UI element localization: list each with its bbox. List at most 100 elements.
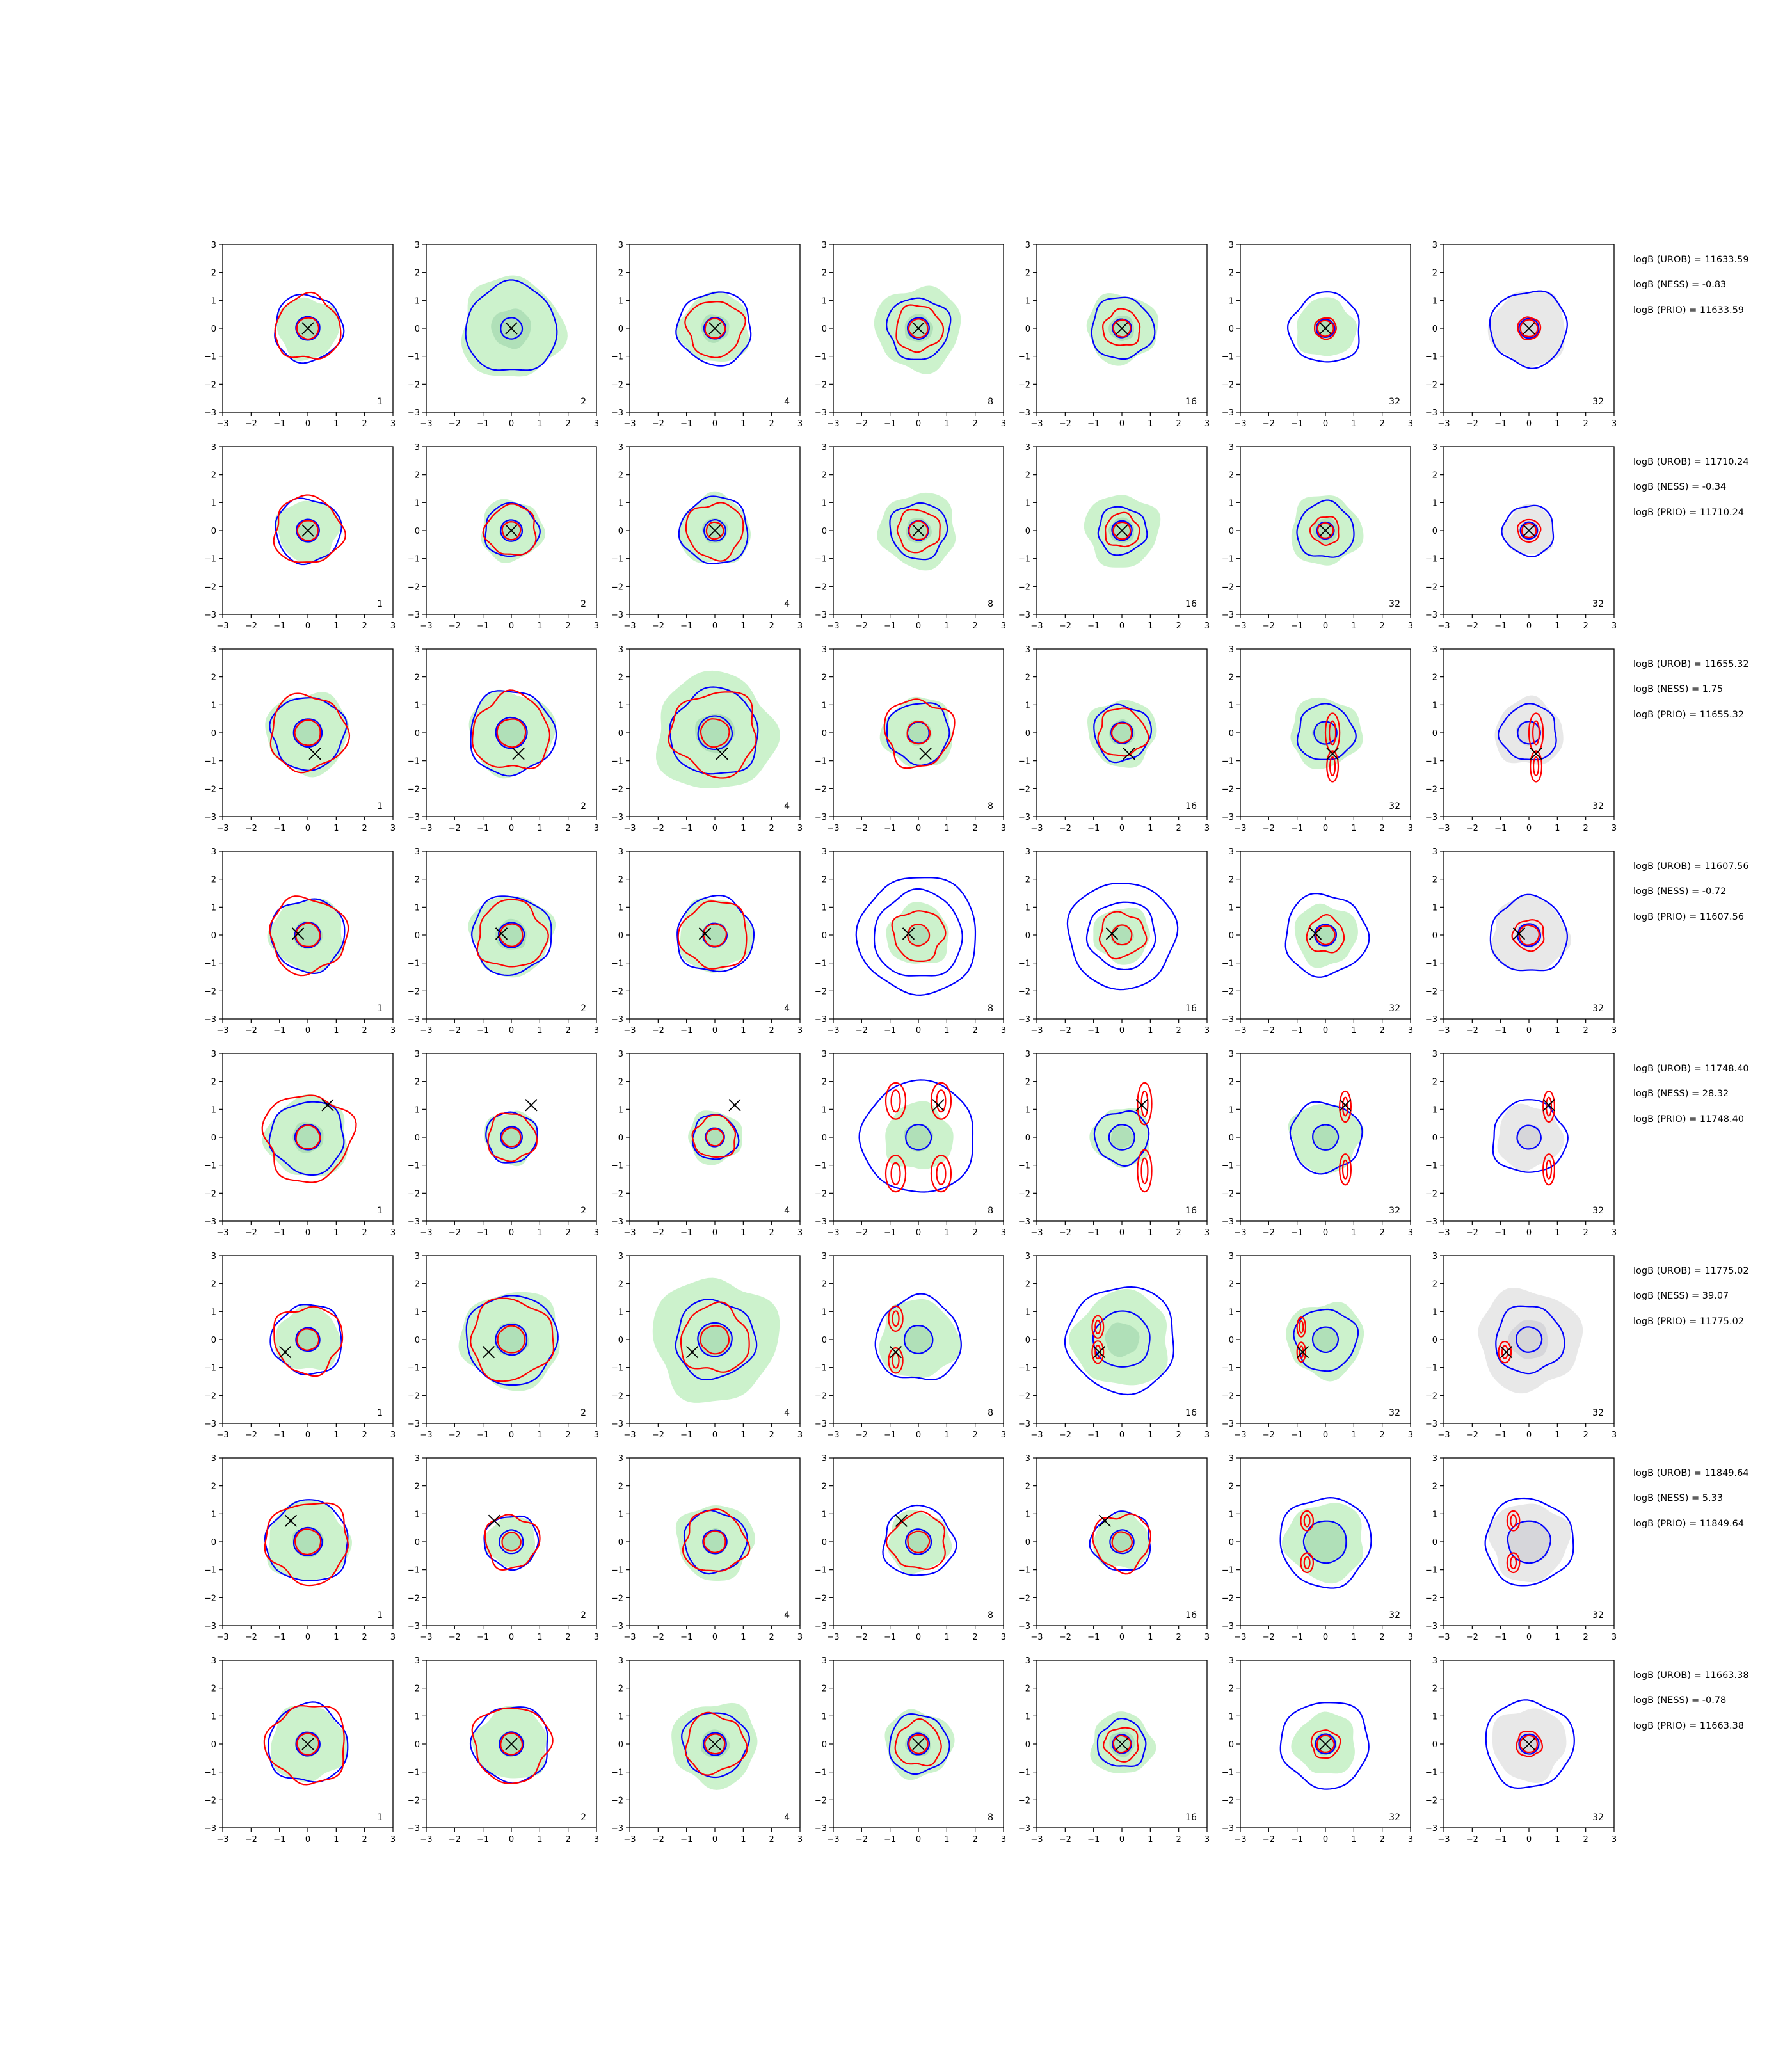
blue-contour (1497, 703, 1557, 761)
y-tick-label: 0 (1025, 1133, 1030, 1143)
panel-r4-c3: −3 −2 −1 0 1 2 3 −3 −2 −1 0 1 2 3 4 (611, 847, 803, 1036)
x-tick-label: −2 (449, 419, 461, 429)
y-tick-label: 1 (415, 499, 420, 508)
panel-count-label: 32 (1592, 1004, 1604, 1014)
y-tick-label: 2 (211, 1482, 216, 1492)
y-tick-label: −1 (408, 1162, 420, 1171)
x-tick-label: −3 (420, 824, 432, 833)
y-tick-label: 1 (1229, 1105, 1234, 1115)
y-tick-label: −3 (408, 1622, 420, 1631)
x-tick-label: −1 (1087, 1228, 1100, 1238)
panel-plot-area (1284, 892, 1370, 978)
x-tick-label: 3 (1612, 1228, 1617, 1238)
y-tick-label: 3 (1025, 443, 1030, 452)
panel-plot-area (273, 494, 346, 566)
x-tick-label: 2 (566, 1633, 571, 1642)
y-tick-label: 2 (1229, 471, 1234, 481)
blue-contour (882, 1504, 957, 1576)
panel-count-label: 1 (377, 599, 383, 609)
x-tick-label: −3 (1030, 419, 1043, 429)
x-tick-label: 0 (916, 621, 921, 631)
panel-plot-area (269, 1304, 344, 1377)
red-mode-contour (1506, 1552, 1521, 1574)
density-fill-inner (1110, 1530, 1134, 1553)
x-tick-label: 3 (1612, 1835, 1617, 1844)
x-tick-label: 3 (1204, 1228, 1210, 1238)
red-mode-contour (1506, 1510, 1521, 1532)
x-tick-label: 1 (333, 1633, 339, 1642)
panel-count-label: 1 (377, 1206, 383, 1216)
blue-contour (874, 1293, 962, 1381)
panel-count-label: 8 (988, 397, 993, 407)
panel-r8-c2: −3 −2 −1 0 1 2 3 −3 −2 −1 0 1 2 3 2 (408, 1656, 599, 1844)
x-tick-label: 2 (973, 1835, 978, 1844)
x-tick-label: 0 (1526, 621, 1532, 631)
panel-r7-c1: −3 −2 −1 0 1 2 3 −3 −2 −1 0 1 2 3 1 (204, 1454, 396, 1642)
blue-contour (1279, 1702, 1370, 1790)
y-tick-label: 2 (1432, 1482, 1437, 1492)
true-value-marker (1500, 1346, 1513, 1359)
x-tick-label: 2 (769, 419, 774, 429)
red-contour (896, 508, 941, 554)
blue-contour (1296, 703, 1357, 760)
x-tick-label: 1 (333, 1228, 339, 1238)
x-tick-label: 1 (537, 621, 542, 631)
red-mode-contour (1140, 1157, 1149, 1185)
x-tick-label: 2 (1583, 1633, 1588, 1642)
x-tick-label: 1 (1555, 1228, 1560, 1238)
true-value-marker (284, 1514, 298, 1527)
x-tick-label: 3 (594, 621, 599, 631)
y-tick-label: 2 (415, 269, 420, 278)
y-tick-label: 3 (618, 847, 623, 857)
y-tick-label: 3 (822, 443, 827, 452)
y-tick-label: −2 (1222, 785, 1234, 794)
red-mode-contour (1339, 1153, 1352, 1186)
red-contour (500, 1127, 522, 1148)
y-tick-label: 1 (1432, 701, 1437, 710)
x-tick-label: −2 (245, 419, 257, 429)
y-tick-label: 0 (211, 324, 216, 334)
y-tick-label: 2 (618, 269, 623, 278)
panel-r8-c3: −3 −2 −1 0 1 2 3 −3 −2 −1 0 1 2 3 4 (611, 1656, 803, 1844)
blue-contour (1484, 1497, 1574, 1587)
y-tick-label: −1 (1018, 1566, 1030, 1576)
red-mode-contour (892, 1352, 900, 1369)
y-tick-label: 2 (822, 1280, 827, 1290)
panel-count-label: 16 (1185, 801, 1197, 812)
y-tick-label: −2 (611, 380, 623, 390)
panel-plot-area (1291, 495, 1364, 566)
x-tick-label: −1 (1291, 1633, 1303, 1642)
x-tick-label: 2 (566, 1228, 571, 1238)
density-fill-inner (296, 1328, 320, 1351)
y-tick-label: 2 (1432, 1078, 1437, 1087)
x-tick-label: −3 (1030, 621, 1043, 631)
y-tick-label: 1 (1229, 1308, 1234, 1317)
y-tick-label: 2 (822, 1078, 827, 1087)
x-tick-label: 2 (566, 1430, 571, 1440)
x-tick-label: 2 (1380, 824, 1385, 833)
y-tick-label: −1 (1425, 353, 1437, 362)
panel-r6-c5: −3 −2 −1 0 1 2 3 −3 −2 −1 0 1 2 3 16 (1018, 1252, 1210, 1440)
panel-count-label: 32 (1389, 1408, 1400, 1418)
blue-contour (907, 317, 930, 340)
panel-r4-c7: −3 −2 −1 0 1 2 3 −3 −2 −1 0 1 2 3 32 (1425, 847, 1617, 1036)
y-tick-label: 0 (211, 729, 216, 739)
x-tick-label: −2 (652, 824, 664, 833)
x-tick-label: 0 (1323, 1633, 1328, 1642)
x-tick-label: −1 (477, 824, 489, 833)
density-fill-inner (1516, 1124, 1542, 1151)
red-mode-contour (1324, 712, 1341, 753)
panel-r6-c6: −3 −2 −1 0 1 2 3 −3 −2 −1 0 1 2 3 32 (1222, 1252, 1413, 1440)
x-tick-label: 3 (1204, 1026, 1210, 1036)
y-tick-label: 2 (618, 471, 623, 481)
red-mode-contour (1545, 1096, 1553, 1117)
x-tick-label: 0 (1526, 1633, 1532, 1642)
y-tick-label: 1 (1229, 296, 1234, 306)
x-tick-label: 1 (1148, 824, 1153, 833)
panel-plot-area (1064, 1286, 1174, 1396)
panel-r7-c2: −3 −2 −1 0 1 2 3 −3 −2 −1 0 1 2 3 2 (408, 1454, 599, 1642)
x-tick-label: 3 (1204, 419, 1210, 429)
x-tick-label: 0 (916, 1633, 921, 1642)
y-tick-label: 2 (211, 1684, 216, 1694)
y-tick-label: 0 (415, 527, 420, 536)
